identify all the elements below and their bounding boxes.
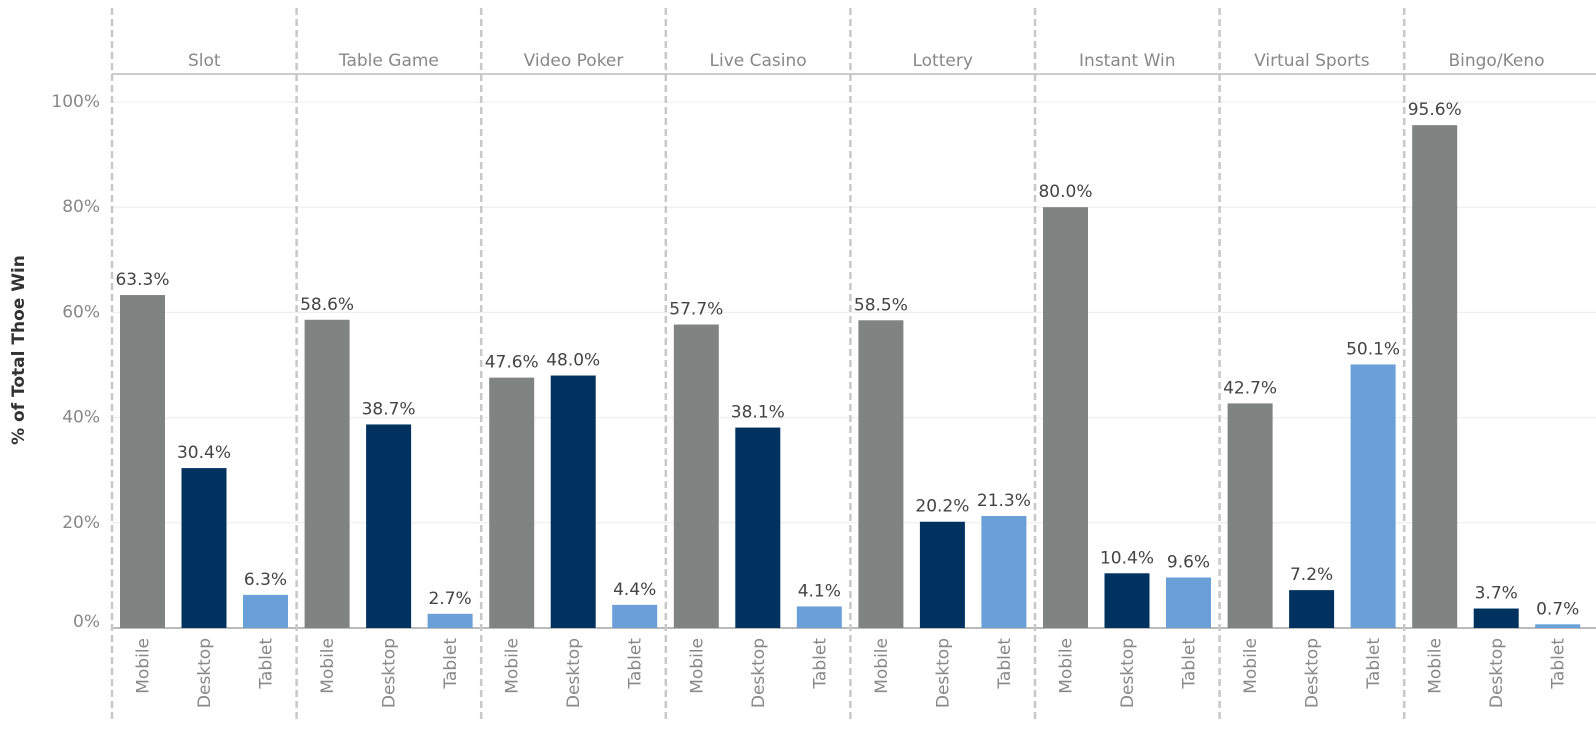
x-tick-label: Desktop bbox=[1118, 638, 1138, 708]
x-tick-label: Mobile bbox=[1241, 638, 1261, 694]
y-axis-label: % of Total Thoe Win bbox=[9, 255, 29, 445]
panel-title: Video Poker bbox=[524, 51, 624, 71]
x-tick-label: Desktop bbox=[380, 638, 400, 708]
value-label: 50.1% bbox=[1346, 339, 1400, 359]
y-tick-label: 0% bbox=[73, 612, 100, 632]
x-tick-label: Desktop bbox=[749, 638, 769, 708]
bar bbox=[366, 424, 412, 628]
bar bbox=[1043, 207, 1088, 628]
x-tick-label: Desktop bbox=[1303, 638, 1323, 708]
bar bbox=[1473, 608, 1519, 628]
bar bbox=[120, 295, 165, 628]
bar bbox=[612, 604, 658, 628]
bar bbox=[858, 320, 904, 628]
y-tick-label: 40% bbox=[62, 408, 100, 428]
value-label: 0.7% bbox=[1536, 599, 1579, 619]
x-tick-label: Tablet bbox=[995, 638, 1015, 690]
value-label: 10.4% bbox=[1100, 548, 1154, 568]
value-label: 2.7% bbox=[428, 589, 471, 609]
x-tick-label: Mobile bbox=[1426, 638, 1446, 694]
bar bbox=[427, 613, 473, 628]
value-label: 6.3% bbox=[244, 570, 287, 590]
bar bbox=[919, 521, 965, 628]
bar bbox=[1289, 590, 1335, 628]
bar bbox=[181, 468, 227, 628]
panel-title: Slot bbox=[188, 51, 221, 71]
value-label: 38.1% bbox=[731, 403, 785, 423]
panel-title: Live Casino bbox=[710, 51, 807, 71]
bar bbox=[243, 594, 288, 628]
bar bbox=[1104, 573, 1150, 628]
bar bbox=[673, 324, 719, 628]
panel-title: Virtual Sports bbox=[1254, 51, 1370, 71]
bar bbox=[796, 606, 842, 628]
x-tick-label: Desktop bbox=[195, 638, 215, 708]
y-tick-label: 100% bbox=[51, 92, 100, 112]
bar bbox=[1227, 403, 1273, 628]
value-label: 20.2% bbox=[915, 497, 969, 517]
value-label: 80.0% bbox=[1038, 182, 1092, 202]
value-label: 9.6% bbox=[1167, 553, 1210, 573]
y-tick-label: 20% bbox=[62, 513, 100, 533]
y-tick-label: 60% bbox=[62, 302, 100, 322]
value-label: 57.7% bbox=[669, 299, 723, 319]
value-label: 4.4% bbox=[613, 580, 656, 600]
bar bbox=[1535, 624, 1581, 628]
x-tick-label: Desktop bbox=[933, 638, 953, 708]
value-label: 21.3% bbox=[977, 491, 1031, 511]
x-tick-label: Tablet bbox=[441, 638, 461, 690]
value-label: 38.7% bbox=[362, 399, 416, 419]
value-label: 95.6% bbox=[1408, 100, 1462, 120]
x-tick-label: Tablet bbox=[1364, 638, 1384, 690]
bar bbox=[489, 377, 535, 628]
y-tick-label: 80% bbox=[62, 197, 100, 217]
x-tick-label: Desktop bbox=[1487, 638, 1507, 708]
value-label: 4.1% bbox=[798, 581, 841, 601]
panel-title: Bingo/Keno bbox=[1448, 51, 1544, 71]
x-tick-label: Mobile bbox=[318, 638, 338, 694]
x-tick-label: Tablet bbox=[810, 638, 830, 690]
x-tick-label: Tablet bbox=[1549, 638, 1569, 690]
x-tick-label: Mobile bbox=[503, 638, 523, 694]
value-label: 47.6% bbox=[485, 353, 539, 373]
x-tick-label: Mobile bbox=[872, 638, 892, 694]
panel-title: Table Game bbox=[338, 51, 439, 71]
x-tick-label: Tablet bbox=[1180, 638, 1200, 690]
x-tick-label: Mobile bbox=[687, 638, 707, 694]
bar bbox=[1412, 125, 1458, 629]
value-label: 3.7% bbox=[1475, 584, 1518, 604]
bar bbox=[1166, 577, 1211, 628]
value-label: 58.6% bbox=[300, 295, 354, 315]
bar bbox=[550, 375, 596, 628]
value-label: 42.7% bbox=[1223, 378, 1277, 398]
bar bbox=[735, 427, 781, 628]
value-label: 7.2% bbox=[1290, 565, 1333, 585]
x-tick-label: Mobile bbox=[1057, 638, 1077, 694]
x-tick-label: Tablet bbox=[257, 638, 277, 690]
panel-title: Instant Win bbox=[1079, 51, 1176, 71]
value-label: 58.5% bbox=[854, 295, 908, 315]
value-label: 48.0% bbox=[546, 351, 600, 371]
x-tick-label: Tablet bbox=[626, 638, 646, 690]
value-label: 63.3% bbox=[115, 270, 169, 290]
bar bbox=[304, 319, 350, 628]
panel-title: Lottery bbox=[912, 51, 972, 71]
bar bbox=[981, 515, 1027, 628]
x-tick-label: Mobile bbox=[134, 638, 154, 694]
value-label: 30.4% bbox=[177, 443, 231, 463]
x-tick-label: Desktop bbox=[564, 638, 584, 708]
bar bbox=[1350, 364, 1396, 628]
